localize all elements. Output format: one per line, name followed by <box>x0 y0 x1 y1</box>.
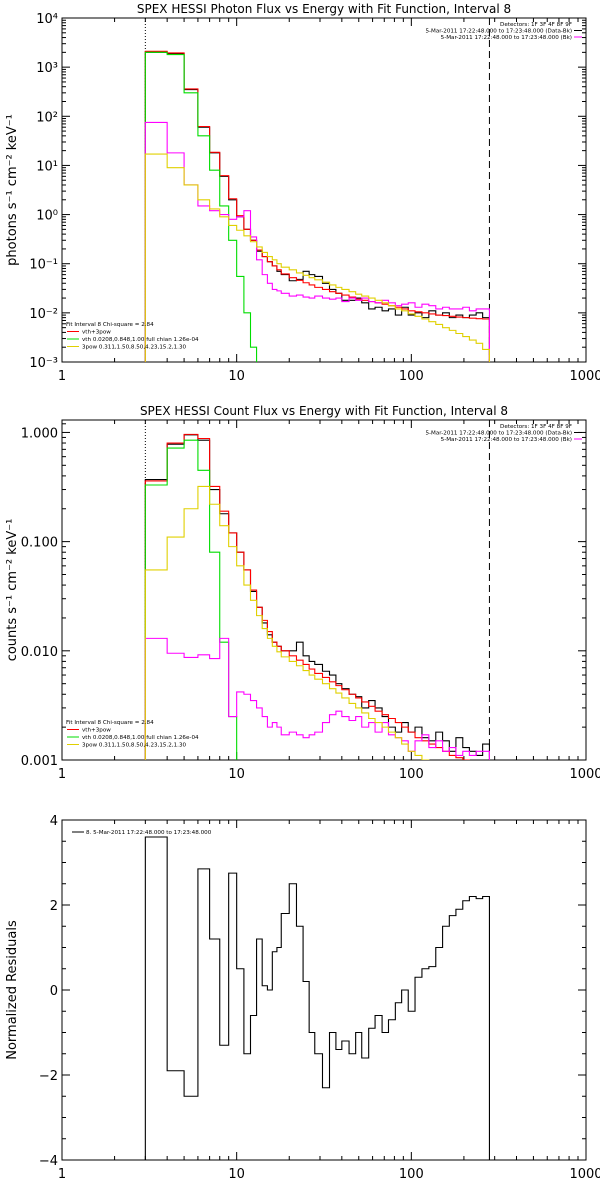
y-tick-label: 2 <box>50 899 58 914</box>
x-tick-label: 100 <box>399 767 424 782</box>
y-tick-label: 10⁻¹ <box>29 258 58 273</box>
y-tick-label: 10⁰ <box>36 209 58 224</box>
chart-title: SPEX HESSI Photon Flux vs Energy with Fi… <box>137 2 511 16</box>
legend-bottom-entry: Fit Interval 8 Chi-square = 2.84 <box>66 720 154 726</box>
y-tick-label: 10² <box>36 110 58 125</box>
series-line-2 <box>144 50 490 362</box>
y-axis-label: counts s⁻¹ cm⁻² keV⁻¹ <box>5 519 20 662</box>
x-tick-label: 1 <box>58 767 66 782</box>
legend-top-entry: 5-Mar-2011 17:22:48.000 to 17:23:48.000 … <box>441 437 572 443</box>
plot-area <box>144 18 490 362</box>
legend-top-entry: Detectors: 1F 3F 4F 8F 9F <box>500 424 572 430</box>
panel-2: SPEX HESSI Count Flux vs Energy with Fit… <box>5 404 600 782</box>
x-tick-label: 1 <box>58 1167 66 1182</box>
legend-bottom-entry: 3pow 0.311,1.50,8.50,4.23,15.2,1.30 <box>82 743 187 749</box>
y-tick-label: 0.010 <box>21 645 58 660</box>
legend-bottom-entry: vth 0.0208,0.848,1.00 full chian 1.26e-0… <box>82 337 199 343</box>
y-tick-label: 10⁻² <box>29 307 58 322</box>
legend-top-entry: Detectors: 1F 3F 4F 8F 9F <box>500 22 572 28</box>
y-tick-label: 10¹ <box>36 159 58 174</box>
y-tick-label: 10⁻³ <box>29 356 58 371</box>
legend-entry: 8. 5-Mar-2011 17:22:48.000 to 17:23:48.0… <box>86 830 212 836</box>
legend-bottom-entry: vth+3pow <box>82 728 111 734</box>
y-tick-label: 10³ <box>36 61 58 76</box>
legend-bottom-entry: Fit Interval 8 Chi-square = 2.84 <box>66 322 154 328</box>
legend-top-entry: 5-Mar-2011 17:22:48.000 to 17:23:48.000 … <box>425 29 572 35</box>
x-tick-label: 1000 <box>569 1167 600 1182</box>
y-tick-label: −2 <box>39 1069 58 1084</box>
y-tick-label: 0 <box>50 984 58 999</box>
legend-top-entry: 5-Mar-2011 17:22:48.000 to 17:23:48.000 … <box>425 431 572 437</box>
legend-bottom-entry: vth 0.0208,0.848,1.00 full chian 1.26e-0… <box>82 735 199 741</box>
x-tick-label: 10 <box>228 369 245 384</box>
series-line-2 <box>144 433 470 760</box>
plot-frame <box>61 419 587 761</box>
x-tick-label: 1000 <box>569 369 600 384</box>
x-tick-label: 1000 <box>569 767 600 782</box>
x-tick-label: 100 <box>399 369 424 384</box>
y-axis-label: photons s⁻¹ cm⁻² keV⁻¹ <box>5 114 20 266</box>
series-line-5 <box>144 153 490 362</box>
y-tick-label: 1.000 <box>21 426 58 441</box>
chart-title: SPEX HESSI Count Flux vs Energy with Fit… <box>140 404 508 418</box>
panel-3: 1 10 100 1000 −4 −2 0 2 4 Normalized Residuals 8. … <box>5 814 600 1182</box>
panel-1: SPEX HESSI Photon Flux vs Energy with Fi… <box>5 2 600 384</box>
series-line-4 <box>144 637 490 760</box>
plot-frame <box>61 17 587 363</box>
legend-top-entry: 5-Mar-2011 17:22:48.000 to 17:23:48.000 … <box>441 35 572 41</box>
y-tick-label: 10⁴ <box>36 12 58 27</box>
legend-bottom-entry: vth+3pow <box>82 330 111 336</box>
y-tick-label: 0.100 <box>21 536 58 551</box>
series-line-1 <box>144 836 490 1160</box>
plot-area <box>144 420 490 760</box>
y-tick-label: −4 <box>39 1154 58 1169</box>
y-tick-label: 0.001 <box>21 754 58 769</box>
x-tick-label: 100 <box>399 1167 424 1182</box>
x-tick-label: 10 <box>228 767 245 782</box>
series-line-5 <box>144 485 430 760</box>
x-tick-label: 10 <box>228 1167 245 1182</box>
x-tick-label: 1 <box>58 369 66 384</box>
legend-bottom-entry: 3pow 0.311,1.50,8.50,4.23,15.2,1.30 <box>82 345 187 351</box>
plot-area <box>144 836 490 1160</box>
series-line-3 <box>144 51 258 362</box>
y-tick-label: 4 <box>50 814 58 829</box>
series-line-4 <box>144 121 490 362</box>
y-axis-label: Normalized Residuals <box>5 920 20 1060</box>
